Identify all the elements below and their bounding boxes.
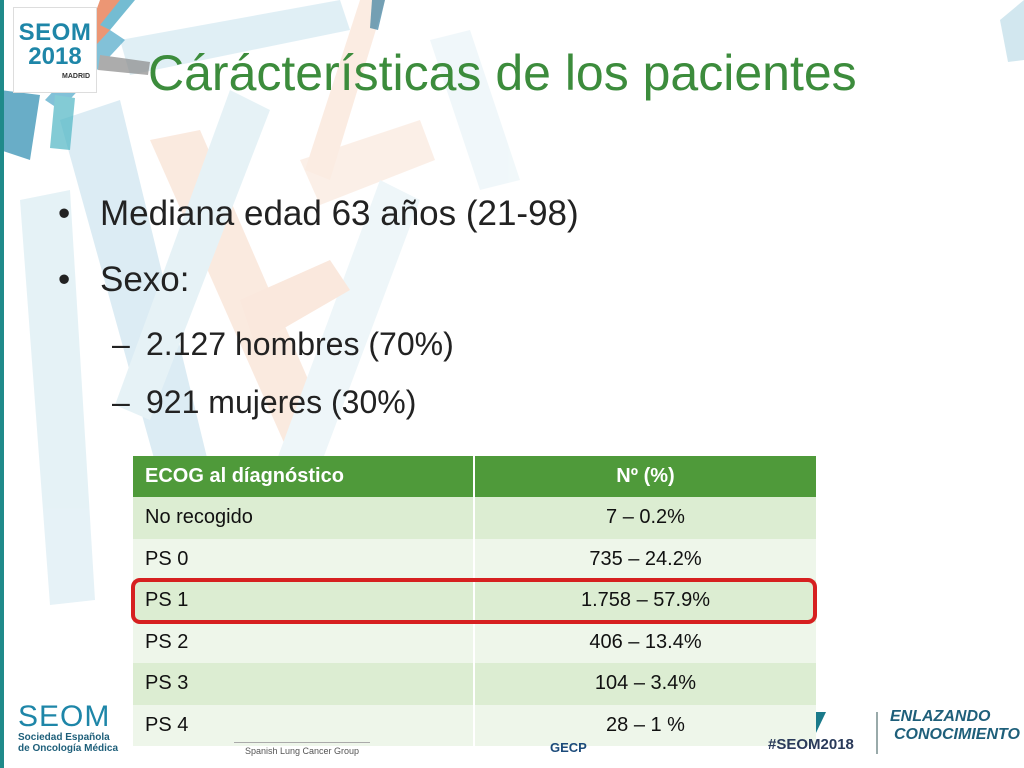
logo-text-seom: SEOM [18,18,92,46]
table-cell-ecog: PS 4 [133,704,474,746]
table-row: PS 4 28 – 1 % [133,704,816,746]
footer-enlazando-logo: ENLAZANDO CONOCIMIENTO [890,708,1020,744]
logo-text-year: 2018 [28,42,82,70]
table-cell-ecog: PS 3 [133,663,474,705]
logo-text-city: MADRID [62,72,90,80]
footer-seom-wordmark: SEOM [18,700,111,733]
seom-2018-logo: SEOM 2018 MADRID [14,8,96,92]
table-cell-ecog: PS 1 [133,580,474,622]
table-row: PS 1 1.758 – 57.9% [133,580,816,622]
table-cell-count: 1.758 – 57.9% [473,580,816,622]
table-cell-count: 28 – 1 % [473,704,816,746]
footer-seom-line2: de Oncología Médica [18,743,119,754]
ecog-table: ECOG al díagnóstico Nº (%) No recogido 7… [133,456,816,746]
dash-marker: – [112,326,130,362]
table-row: No recogido 7 – 0.2% [133,497,816,539]
sub-bullet-text: 921 mujeres (30%) [146,384,417,420]
sub-bullet-men: – 2.127 hombres (70%) [58,324,818,364]
footer-enlazando-line1: ENLAZANDO [890,708,991,725]
table-cell-count: 104 – 3.4% [473,663,816,705]
dash-marker: – [112,384,130,420]
footer-seom-logo: SEOM Sociedad Española de Oncología Médi… [18,700,119,755]
column-header-count: Nº (%) [473,456,816,497]
footer-hashtag: #SEOM2018 [768,736,854,753]
bullet-list: Mediana edad 63 años (21-98) Sexo: – 2.1… [58,192,818,440]
slide-title: Cárácterísticas de los pacientes [148,45,857,101]
footer-gecp-logo: GECP [550,740,587,755]
table-cell-count: 735 – 24.2% [473,538,816,580]
table-row: PS 3 104 – 3.4% [133,663,816,705]
bullet-sex: Sexo: [58,258,818,302]
footer-divider [876,712,878,754]
left-accent-bar [0,0,4,768]
bullet-median-age: Mediana edad 63 años (21-98) [58,192,818,236]
table-cell-count: 7 – 0.2% [473,497,816,539]
table-cell-ecog: No recogido [133,497,474,539]
sub-bullet-text: 2.127 hombres (70%) [146,326,454,362]
table-cell-ecog: PS 0 [133,538,474,580]
footer-lung-group: Spanish Lung Cancer Group [234,742,370,756]
table-row: PS 0 735 – 24.2% [133,538,816,580]
table-cell-ecog: PS 2 [133,621,474,663]
table-header-row: ECOG al díagnóstico Nº (%) [133,456,816,497]
column-header-ecog: ECOG al díagnóstico [133,456,474,497]
table-row: PS 2 406 – 13.4% [133,621,816,663]
footer-seom-line1: Sociedad Española [18,732,110,743]
sub-bullet-women: – 921 mujeres (30%) [58,382,818,422]
ps1-highlight-box [131,578,817,624]
footer-enlazando-line2: CONOCIMIENTO [894,726,1020,743]
table-cell-count: 406 – 13.4% [473,621,816,663]
